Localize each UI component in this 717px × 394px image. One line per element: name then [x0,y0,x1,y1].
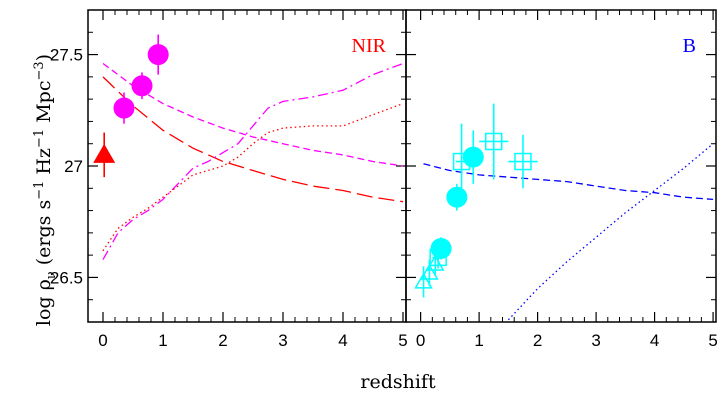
b-panel-points [414,103,538,298]
data-point-circle [446,186,468,208]
model-curve-dot-dash [102,62,404,260]
model-curve-short-dash [102,62,404,167]
y-axis-title-exp3: −3 [32,61,47,80]
y-axis-title-main: log ρ [33,279,55,326]
x-tick-label: 0 [98,331,107,350]
y-axis-title: log ρν (ergs s−1 Hz−1 Mpc−3) [32,54,59,326]
data-point-circle [430,237,452,259]
data-point-open-square [452,152,471,171]
y-axis-title-exp2: −1 [32,129,47,148]
b-panel-curves [423,143,714,321]
model-curve-long-dash [102,76,404,203]
data-point-open-square [514,152,532,171]
x-tick-label: 3 [591,331,600,350]
data-point-circle [462,146,484,168]
y-axis-title-units: (ergs s [33,200,55,271]
data-point-open-triangle [414,272,433,289]
data-point-triangle [93,143,116,163]
y-axis-title-hz: Hz [33,148,55,181]
data-point-open-triangle [420,263,439,280]
data-point-circle [147,44,169,66]
b-panel: 0 1 2 3 4 5 B [405,9,717,350]
nir-panel-points [93,34,169,178]
model-curve-short-dash [423,163,714,201]
y-tick-label: 27 [64,157,83,176]
x-tick-label: 4 [338,331,347,350]
nir-panel-ticks: 0 1 2 3 4 5 26.5 27 27.5 [50,10,408,350]
x-tick-label: 2 [533,331,542,350]
model-curve-dotted [102,102,404,252]
x-tick-label: 1 [158,331,167,350]
y-axis-title-exp1: −1 [32,181,47,200]
x-axis-title: redshift [360,371,436,393]
x-tick-label: 2 [218,331,227,350]
x-tick-label: 0 [416,331,425,350]
y-tick-label: 27.5 [50,46,83,65]
data-point-circle [113,97,135,119]
b-panel-frame [405,9,717,323]
y-axis-title-close: ) [33,54,55,61]
data-point-open-triangle [425,254,445,271]
data-point-open-square [484,132,503,151]
nir-panel-curves [102,62,404,260]
y-axis-title-mpc: Mpc [33,81,55,129]
x-tick-label: 5 [708,331,717,350]
y-tick-label: 26.5 [50,268,83,287]
data-point-circle [131,75,153,97]
x-tick-label: 5 [398,331,407,350]
y-axis-title-subscript: ν [44,271,59,279]
panel-label-b: B [683,35,696,57]
nir-panel: 0 1 2 3 4 5 26.5 27 27.5 NIR [50,9,408,350]
b-panel-ticks: 0 1 2 3 4 5 [406,10,717,350]
data-point-open-square [429,248,447,267]
x-tick-label: 1 [474,331,483,350]
x-tick-label: 3 [278,331,287,350]
x-tick-label: 4 [650,331,659,350]
model-curve-dotted [507,143,714,321]
panel-label-nir: NIR [352,35,387,57]
